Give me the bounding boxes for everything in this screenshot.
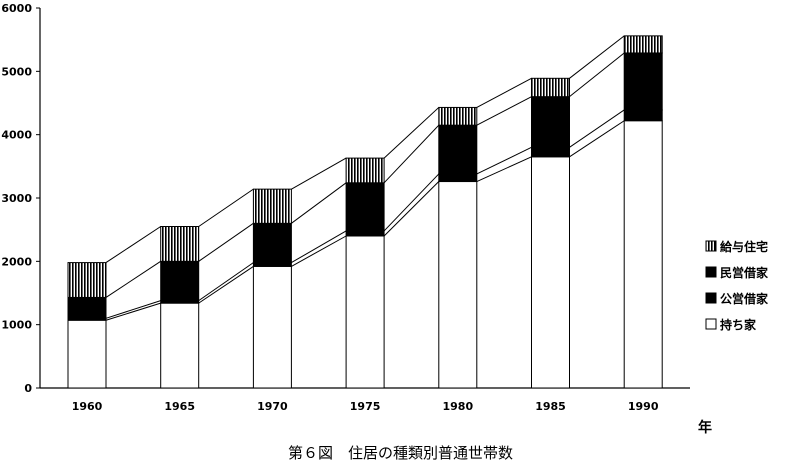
connector-line bbox=[198, 222, 254, 262]
legend-label: 持ち家 bbox=[720, 317, 757, 332]
y-tick-label: 1000 bbox=[1, 319, 32, 332]
y-tick-label: 6000 bbox=[1, 2, 32, 15]
bar-segment bbox=[623, 35, 663, 54]
bar-segment bbox=[531, 156, 570, 389]
bar-segment bbox=[160, 302, 200, 389]
y-tick-label: 4000 bbox=[1, 129, 32, 142]
connector-line bbox=[198, 262, 254, 302]
connector-line bbox=[476, 156, 532, 182]
x-tick-label: 1990 bbox=[628, 400, 659, 413]
bar-segment bbox=[345, 182, 385, 232]
bar-segment bbox=[438, 181, 478, 389]
figure-caption: 第６図 住居の種類別普通世帯数 bbox=[287, 444, 513, 462]
connector-line bbox=[569, 120, 625, 158]
bar-segment bbox=[67, 296, 107, 319]
connector-line bbox=[198, 188, 254, 227]
connector-line bbox=[476, 146, 532, 175]
legend-swatch bbox=[705, 292, 717, 304]
connector-line bbox=[569, 35, 625, 79]
connector-line bbox=[383, 107, 440, 159]
y-tick-label: 2000 bbox=[1, 255, 32, 268]
x-tick-label: 1985 bbox=[535, 400, 566, 413]
bar-segment bbox=[252, 265, 292, 389]
bar-segment bbox=[252, 262, 292, 267]
connector-line bbox=[383, 173, 440, 232]
connector-line bbox=[383, 181, 440, 237]
y-tick-label: 5000 bbox=[1, 65, 32, 78]
connector-line bbox=[476, 96, 532, 126]
bar-segment bbox=[160, 226, 200, 262]
bar-segment bbox=[623, 120, 663, 389]
bar-segment bbox=[67, 319, 107, 389]
connector-line bbox=[105, 260, 161, 298]
tick-labels: 0 1000 2000 3000 4000 5000 6000 1960 1965 1970 197… bbox=[1, 2, 658, 413]
bars bbox=[67, 35, 663, 389]
legend-label: 給与住宅 bbox=[720, 239, 768, 254]
connector-line bbox=[198, 265, 254, 304]
connector-line bbox=[291, 230, 347, 264]
y-tick-label: 0 bbox=[24, 382, 32, 395]
chart: 0 1000 2000 3000 4000 5000 6000 1960 1965 1970 197… bbox=[1, 2, 769, 436]
bar-segment bbox=[531, 146, 570, 158]
bar-segment bbox=[252, 222, 292, 264]
legend-label: 民営借家 bbox=[720, 265, 769, 280]
connector-line bbox=[569, 52, 625, 98]
bar-segment bbox=[67, 262, 107, 298]
x-tick-label: 1960 bbox=[72, 400, 103, 413]
x-tick-label: 1980 bbox=[442, 400, 473, 413]
x-tick-label: 1975 bbox=[350, 400, 381, 413]
connector-line bbox=[105, 300, 161, 319]
bar-segment bbox=[345, 157, 385, 184]
legend-swatch bbox=[705, 266, 717, 278]
bar-segment bbox=[531, 77, 570, 98]
bar-segment bbox=[438, 106, 478, 126]
bar-segment bbox=[623, 52, 663, 111]
connector-lines bbox=[105, 35, 625, 321]
x-unit-label: 年 bbox=[698, 419, 712, 436]
x-tick-label: 1970 bbox=[257, 400, 288, 413]
connector-line bbox=[569, 109, 625, 148]
y-tick-label: 3000 bbox=[1, 192, 32, 205]
connector-line bbox=[383, 124, 440, 184]
connector-line bbox=[291, 182, 347, 224]
legend-swatch bbox=[705, 318, 717, 330]
bar-segment bbox=[345, 230, 385, 237]
bar-segment bbox=[623, 109, 663, 122]
x-tick-label: 1965 bbox=[164, 400, 195, 413]
bar-segment bbox=[160, 260, 200, 302]
connector-line bbox=[291, 157, 347, 190]
bar-segment bbox=[438, 173, 478, 183]
bar-segment bbox=[252, 188, 292, 224]
bar-segment bbox=[438, 124, 478, 175]
connector-line bbox=[105, 302, 161, 321]
bar-segment bbox=[345, 235, 385, 389]
legend-swatch bbox=[705, 240, 717, 252]
bar-segment bbox=[531, 96, 570, 148]
connector-line bbox=[291, 235, 347, 267]
legend-label: 公営借家 bbox=[720, 291, 769, 306]
connector-line bbox=[105, 226, 161, 264]
connector-line bbox=[476, 77, 532, 108]
